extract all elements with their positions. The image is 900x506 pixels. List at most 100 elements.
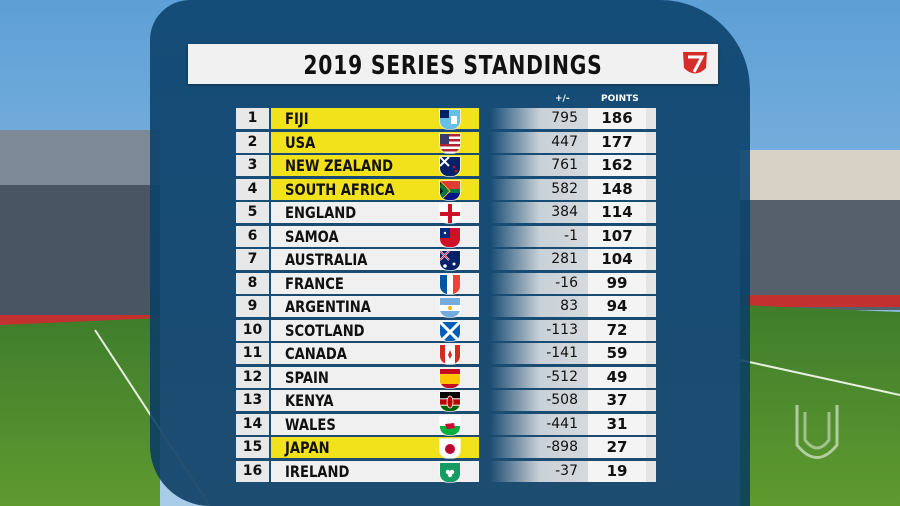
team-name: JAPAN <box>285 438 330 457</box>
table-row: 5 ENGLAND 384 114 <box>236 201 660 225</box>
points-difference: 384 <box>551 204 578 220</box>
points-cell: 186 <box>588 108 646 129</box>
team-name-cell: AUSTRALIA <box>271 249 479 270</box>
fiji-flag-icon <box>439 109 461 130</box>
team-name: SOUTH AFRICA <box>285 179 395 199</box>
team-name-cell: SPAIN <box>271 366 479 388</box>
team-name-cell: NEW ZEALAND <box>271 155 479 176</box>
team-name-cell: KENYA <box>271 390 479 411</box>
hsbc-world-rugby-sevens-logo-icon <box>683 52 707 74</box>
qualified-marker: Q <box>468 134 479 150</box>
team-name: IRELAND <box>285 461 350 481</box>
points-difference: -508 <box>546 392 578 408</box>
points-difference: -512 <box>546 368 578 385</box>
points-difference: 795 <box>551 110 578 126</box>
team-name-cell: SOUTH AFRICA <box>271 178 479 200</box>
team-name: FIJI <box>285 109 309 128</box>
points-difference: -16 <box>555 274 578 291</box>
rank-cell: 10 <box>236 319 269 341</box>
team-name-cell: CANADA <box>271 343 479 364</box>
table-row: 2 USA Q 447 177 <box>236 131 660 155</box>
points-cell: 31 <box>588 413 646 435</box>
table-row: 16 IRELAND -37 19 <box>236 460 660 484</box>
team-name: AUSTRALIA <box>285 250 368 269</box>
team-name: NEW ZEALAND <box>285 156 393 175</box>
rank-cell: 15 <box>236 437 269 458</box>
points-cell: 107 <box>588 225 646 247</box>
table-row: 15 JAPAN Q -898 27 <box>236 436 660 460</box>
rank-cell: 14 <box>236 413 269 435</box>
team-name: SAMOA <box>285 226 339 246</box>
table-row: 8 FRANCE -16 99 <box>236 272 660 296</box>
page-title: 2019 SERIES STANDINGS <box>303 51 603 81</box>
table-row: 4 SOUTH AFRICA Q 582 148 <box>236 178 660 202</box>
rank-cell: 2 <box>236 131 269 153</box>
rank-cell: 9 <box>236 296 269 317</box>
points-cell: 148 <box>588 178 646 200</box>
points-cell: 94 <box>588 296 646 317</box>
ireland-flag-icon <box>439 461 461 483</box>
points-difference: -441 <box>546 415 578 432</box>
points-cell: 72 <box>588 319 646 341</box>
team-name-cell: JAPAN <box>271 437 479 458</box>
points-difference: 761 <box>551 157 578 173</box>
england-flag-icon <box>439 203 461 224</box>
qualified-marker: Q <box>468 158 479 173</box>
rank-cell: 7 <box>236 249 269 270</box>
kenya-flag-icon <box>439 391 461 412</box>
australia-flag-icon <box>439 250 461 271</box>
team-name: FRANCE <box>285 273 344 293</box>
points-cell: 162 <box>588 155 646 176</box>
points-difference: 83 <box>560 298 578 314</box>
table-row: 1 FIJI Q 795 186 <box>236 107 660 131</box>
qualified-marker: Q <box>468 181 479 197</box>
points-difference: 281 <box>551 251 578 267</box>
points-cell: 104 <box>588 249 646 270</box>
team-name-cell: ARGENTINA <box>271 296 479 317</box>
team-name-cell: FRANCE <box>271 272 479 294</box>
argentina-flag-icon <box>439 297 461 318</box>
team-name: SCOTLAND <box>285 320 365 340</box>
points-difference: -113 <box>546 321 578 338</box>
wales-flag-icon <box>439 414 461 436</box>
team-name-cell: FIJI <box>271 108 479 129</box>
standings-table: 1 FIJI Q 795 186 2 USA Q 447 177 3 NEW ZEALAND Q 761 1… <box>236 107 660 483</box>
south-africa-flag-icon <box>439 179 461 201</box>
rank-cell: 4 <box>236 178 269 200</box>
team-name-cell: WALES <box>271 413 479 435</box>
team-name: SPAIN <box>285 367 329 387</box>
team-name-cell: SCOTLAND <box>271 319 479 341</box>
points-cell: 177 <box>588 131 646 153</box>
canada-flag-icon <box>439 344 461 365</box>
team-name: WALES <box>285 414 336 434</box>
spain-flag-icon <box>439 367 461 389</box>
team-name-cell: USA <box>271 131 479 153</box>
table-row: 9 ARGENTINA 83 94 <box>236 295 660 319</box>
points-difference: 447 <box>551 133 578 150</box>
table-row: 10 SCOTLAND -113 72 <box>236 319 660 343</box>
points-difference: -898 <box>546 439 578 455</box>
title-bar: 2019 SERIES STANDINGS <box>188 44 718 84</box>
points-cell: 19 <box>588 460 646 482</box>
team-name-cell: IRELAND <box>271 460 479 482</box>
table-row: 7 AUSTRALIA 281 104 <box>236 248 660 272</box>
table-row: 6 SAMOA -1 107 <box>236 225 660 249</box>
points-cell: 99 <box>588 272 646 294</box>
points-cell: 49 <box>588 366 646 388</box>
team-name: ENGLAND <box>285 203 357 222</box>
rank-cell: 13 <box>236 390 269 411</box>
rank-cell: 16 <box>236 460 269 482</box>
rank-cell: 11 <box>236 343 269 364</box>
diff-header: +/- <box>555 94 570 104</box>
rank-cell: 6 <box>236 225 269 247</box>
world-rugby-watermark-icon <box>795 405 839 459</box>
samoa-flag-icon <box>439 226 461 248</box>
team-name-cell: ENGLAND <box>271 202 479 223</box>
france-flag-icon <box>439 273 461 295</box>
team-name-cell: SAMOA <box>271 225 479 247</box>
points-difference: -141 <box>546 345 578 361</box>
rank-cell: 5 <box>236 202 269 223</box>
team-name: CANADA <box>285 344 347 363</box>
usa-flag-icon <box>439 132 461 154</box>
rank-cell: 12 <box>236 366 269 388</box>
